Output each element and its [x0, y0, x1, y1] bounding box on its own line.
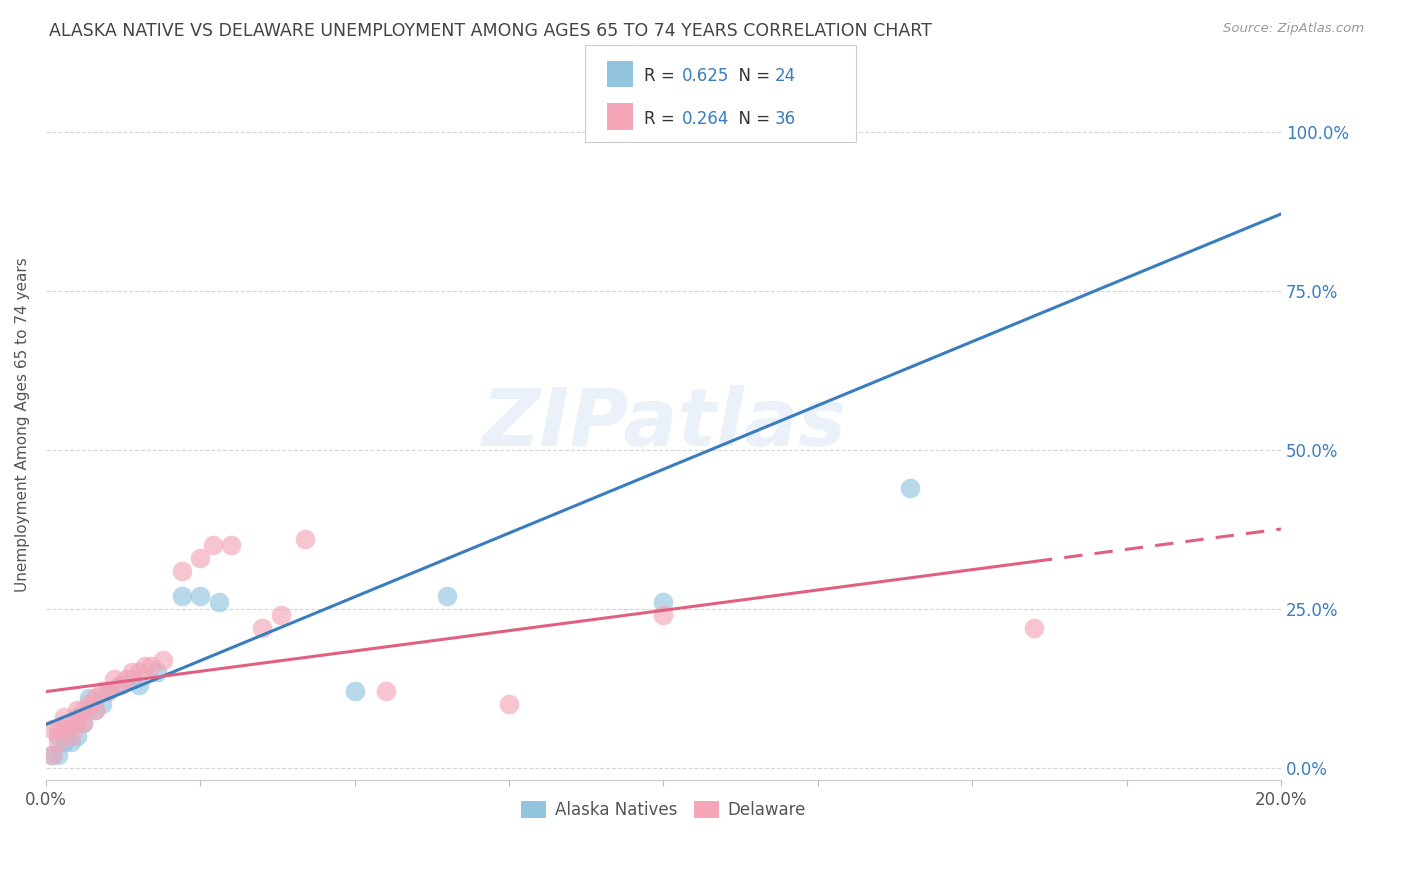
Point — [84, 690, 107, 705]
Point — [219, 538, 242, 552]
Text: R =: R = — [644, 110, 681, 128]
Point — [343, 684, 366, 698]
Text: ZIPatlas: ZIPatlas — [481, 385, 846, 464]
Point — [46, 735, 69, 749]
Point — [84, 703, 107, 717]
Text: 0.264: 0.264 — [682, 110, 730, 128]
Point — [90, 697, 112, 711]
Point — [77, 697, 100, 711]
Point — [46, 729, 69, 743]
Point — [72, 716, 94, 731]
Point — [900, 481, 922, 495]
Point — [53, 723, 76, 737]
Point — [139, 659, 162, 673]
Point — [121, 672, 143, 686]
Point — [66, 703, 89, 717]
Text: N =: N = — [728, 67, 776, 85]
Point — [84, 703, 107, 717]
Point — [59, 735, 82, 749]
Point — [436, 589, 458, 603]
Point — [121, 665, 143, 680]
Legend: Alaska Natives, Delaware: Alaska Natives, Delaware — [515, 794, 813, 825]
Point — [59, 716, 82, 731]
Point — [201, 538, 224, 552]
Text: Source: ZipAtlas.com: Source: ZipAtlas.com — [1223, 22, 1364, 36]
Point — [66, 729, 89, 743]
Point — [66, 716, 89, 731]
Point — [59, 729, 82, 743]
Point — [97, 684, 120, 698]
Point — [294, 532, 316, 546]
Point — [108, 678, 131, 692]
Text: R =: R = — [644, 67, 681, 85]
Point — [152, 652, 174, 666]
Text: 36: 36 — [775, 110, 796, 128]
Point — [208, 595, 231, 609]
Point — [72, 703, 94, 717]
Point — [53, 735, 76, 749]
Point — [603, 125, 626, 139]
Point — [46, 747, 69, 762]
Point — [498, 697, 520, 711]
Point — [41, 747, 63, 762]
Text: 24: 24 — [775, 67, 796, 85]
Point — [652, 595, 675, 609]
Point — [170, 564, 193, 578]
Point — [72, 716, 94, 731]
Point — [188, 589, 211, 603]
Point — [250, 621, 273, 635]
Point — [41, 723, 63, 737]
Point — [128, 678, 150, 692]
Point — [53, 723, 76, 737]
Point — [41, 747, 63, 762]
Text: N =: N = — [728, 110, 776, 128]
Point — [97, 684, 120, 698]
Point — [188, 550, 211, 565]
Point — [103, 672, 125, 686]
Point — [46, 723, 69, 737]
Point — [270, 608, 292, 623]
Point — [66, 710, 89, 724]
Point — [128, 665, 150, 680]
Point — [90, 684, 112, 698]
Y-axis label: Unemployment Among Ages 65 to 74 years: Unemployment Among Ages 65 to 74 years — [15, 257, 30, 591]
Point — [652, 608, 675, 623]
Point — [115, 672, 138, 686]
Text: ALASKA NATIVE VS DELAWARE UNEMPLOYMENT AMONG AGES 65 TO 74 YEARS CORRELATION CHA: ALASKA NATIVE VS DELAWARE UNEMPLOYMENT A… — [49, 22, 932, 40]
Text: 0.625: 0.625 — [682, 67, 730, 85]
Point — [170, 589, 193, 603]
Point — [134, 659, 156, 673]
Point — [1022, 621, 1045, 635]
Point — [53, 710, 76, 724]
Point — [77, 690, 100, 705]
Point — [108, 678, 131, 692]
Point — [146, 665, 169, 680]
Point — [374, 684, 396, 698]
